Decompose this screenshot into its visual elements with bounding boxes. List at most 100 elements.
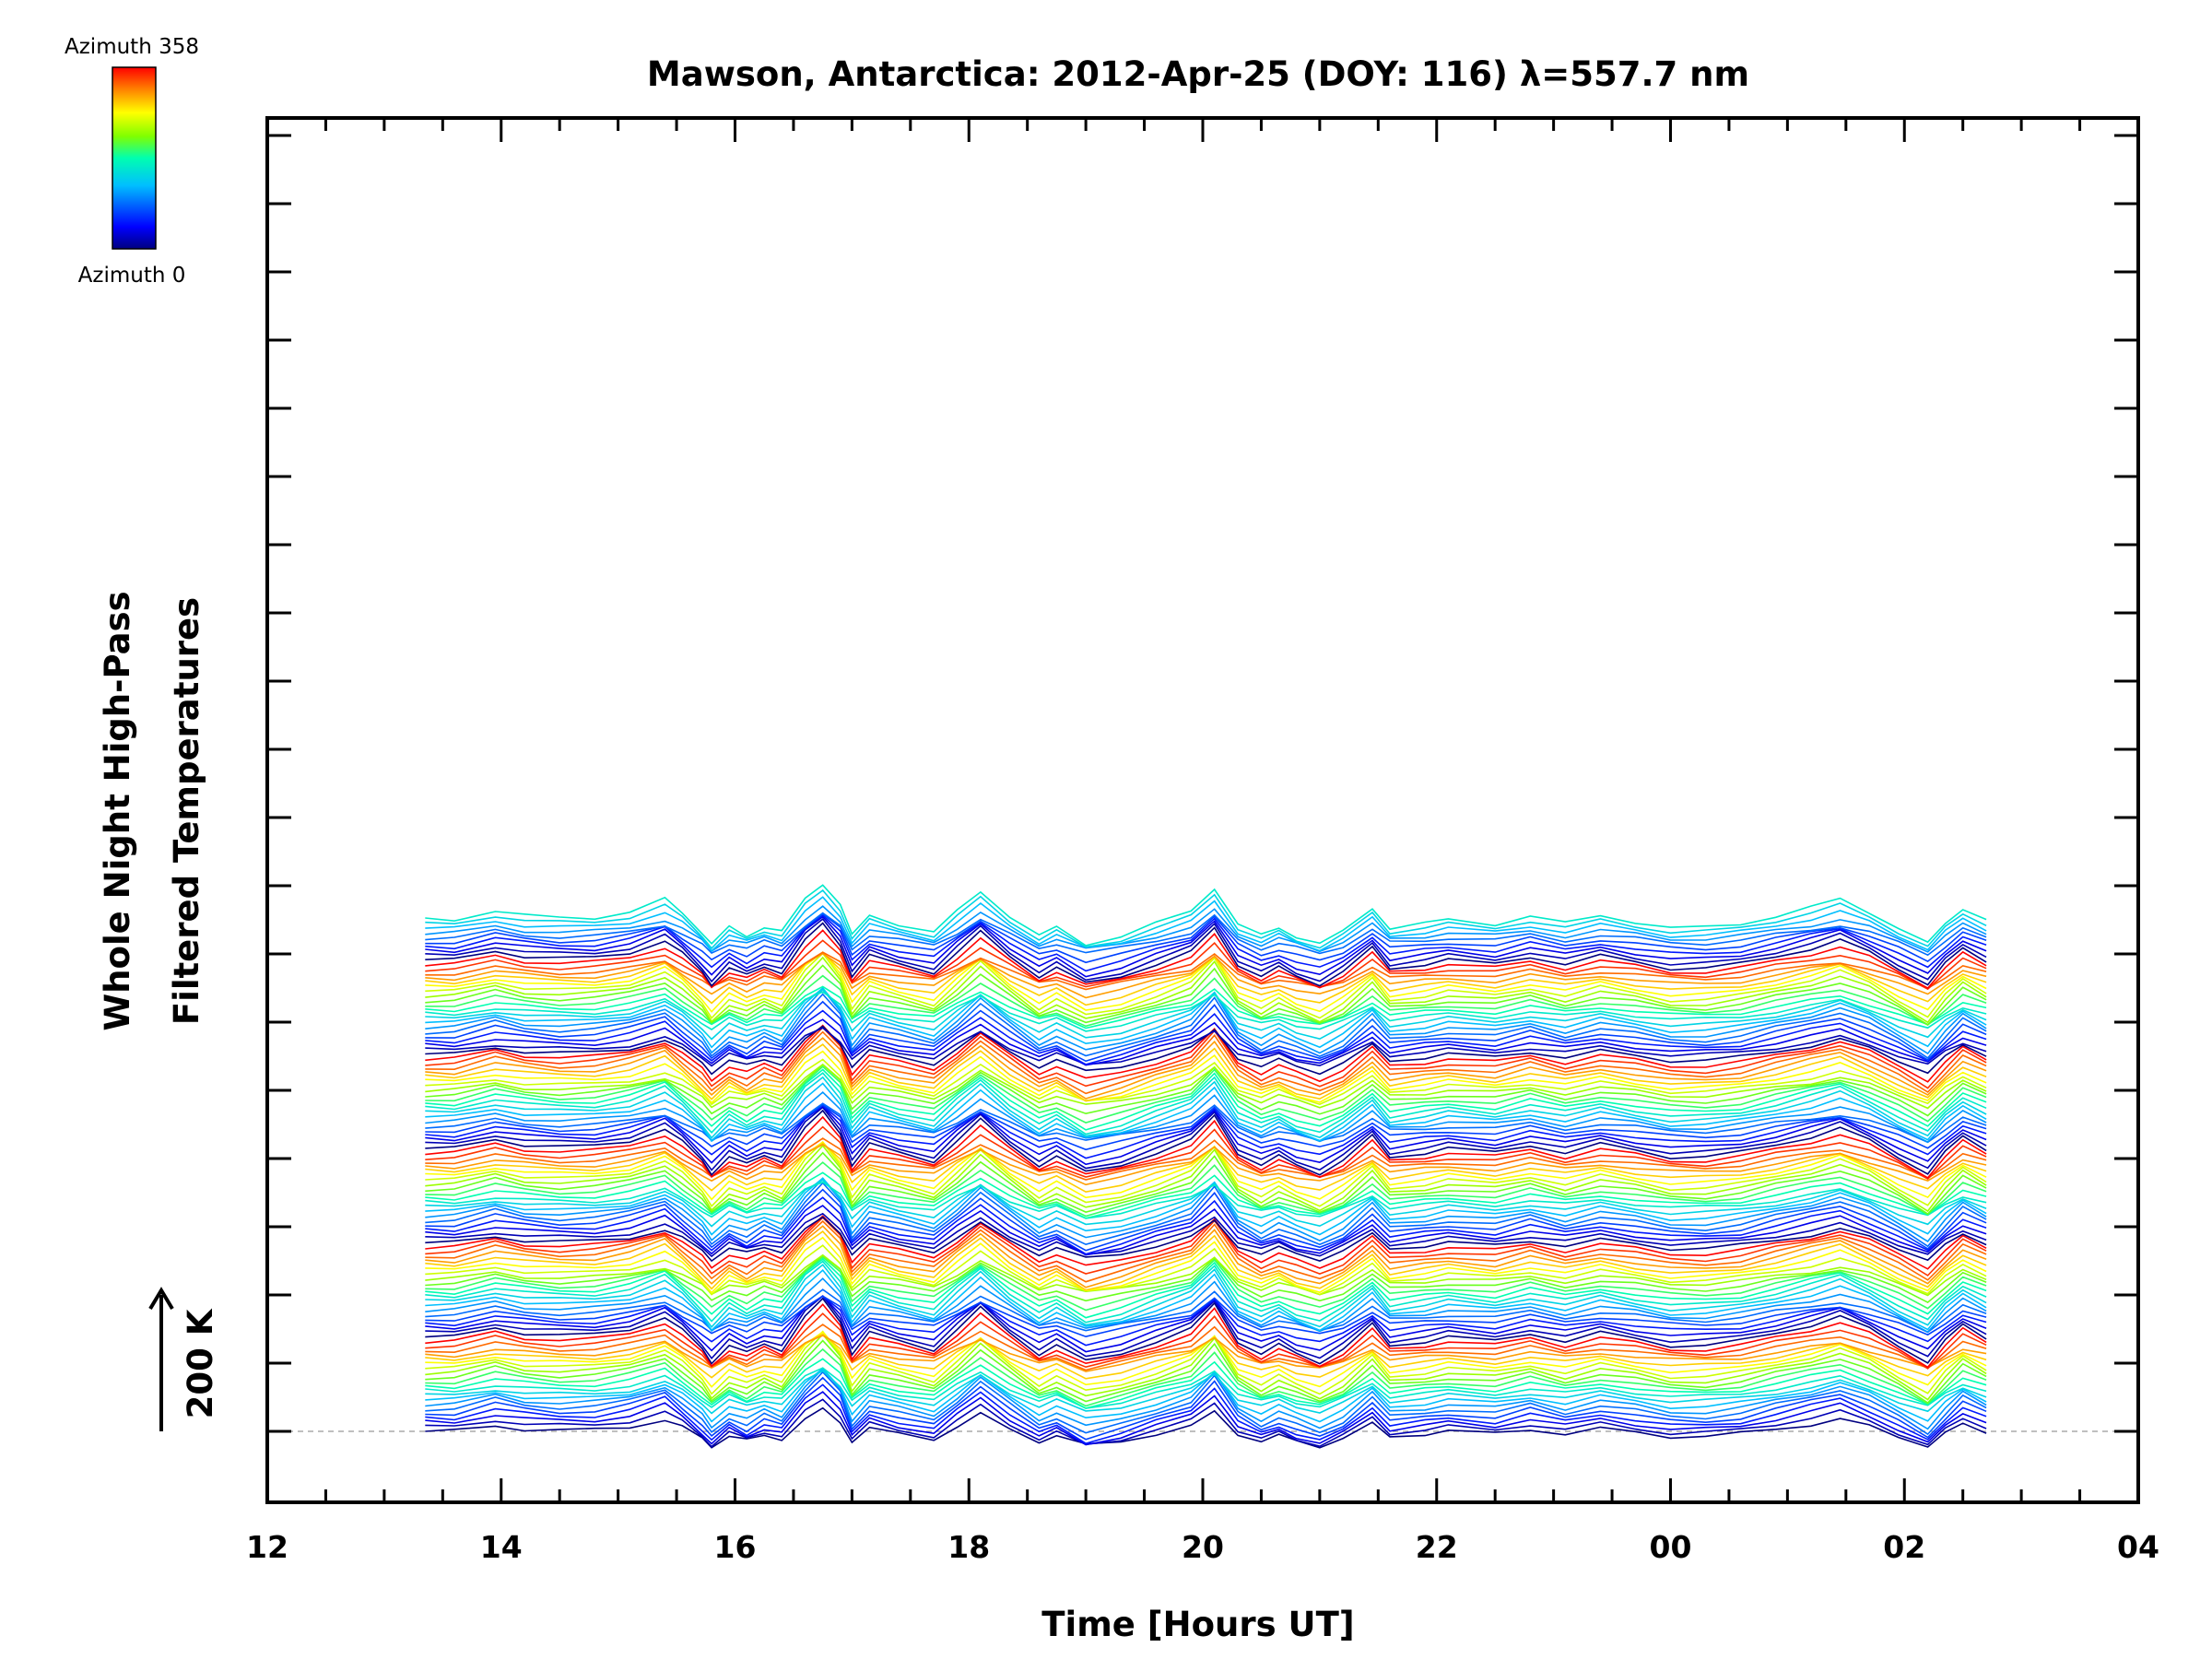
- series-line: [425, 956, 1987, 1024]
- series-line: [425, 1264, 1987, 1329]
- scale-arrow: [148, 1287, 174, 1431]
- series-line: [425, 1230, 1987, 1291]
- series-line: [425, 1295, 1987, 1360]
- series-line: [425, 1330, 1987, 1395]
- colorbar: [112, 66, 157, 250]
- series-line: [425, 1358, 1987, 1409]
- x-tick-label: 20: [1182, 1529, 1224, 1565]
- series-line: [425, 1236, 1987, 1294]
- series-line: [425, 964, 1987, 1026]
- series-line: [425, 1064, 1987, 1117]
- series-line: [425, 1371, 1987, 1436]
- series-line: [425, 1383, 1987, 1444]
- series-line: [425, 1295, 1987, 1353]
- series-line: [425, 1258, 1987, 1319]
- x-tick-label: 12: [246, 1529, 288, 1565]
- series-line: [425, 1255, 1987, 1312]
- x-axis-label: Time [Hours UT]: [1041, 1605, 1354, 1644]
- colorbar-bottom-label: Azimuth 0: [78, 264, 186, 288]
- series-line: [425, 1333, 1987, 1401]
- series-line: [425, 1065, 1987, 1124]
- series-line: [425, 1391, 1987, 1446]
- series-line: [425, 1347, 1987, 1407]
- scale-label: 200 K: [181, 1308, 220, 1418]
- series-line: [425, 1030, 1987, 1095]
- series-line: [425, 917, 1987, 983]
- series-line: [425, 985, 1987, 1030]
- series-line: [425, 1103, 1987, 1151]
- series-line: [425, 991, 1987, 1032]
- series-line: [425, 1216, 1987, 1277]
- series-line: [425, 1109, 1987, 1176]
- series-line: [425, 1018, 1987, 1066]
- series-line: [425, 988, 1987, 1041]
- series-line: [425, 1106, 1987, 1171]
- series-line: [425, 1063, 1987, 1110]
- series-line: [425, 1216, 1987, 1263]
- series-line: [425, 1254, 1987, 1304]
- series-line: [425, 1324, 1987, 1371]
- series-line: [425, 1058, 1987, 1106]
- series-line: [425, 1177, 1987, 1236]
- series-line: [425, 1367, 1987, 1409]
- series-line: [425, 951, 1987, 1006]
- x-tick-label: 22: [1416, 1529, 1458, 1565]
- series-line: [425, 888, 1987, 950]
- x-tick-label: 04: [2117, 1529, 2159, 1565]
- series-line: [425, 912, 1987, 957]
- series-line: [425, 922, 1987, 987]
- series-line: [425, 914, 1987, 972]
- series-line: [425, 896, 1987, 952]
- y-ticks: [267, 134, 2138, 1433]
- x-tick-label: 02: [1883, 1529, 1925, 1565]
- series-line: [425, 1312, 1987, 1370]
- series-line: [425, 1025, 1987, 1076]
- series-line: [425, 1105, 1987, 1166]
- series-line: [425, 1335, 1987, 1372]
- series-line: [425, 1295, 1987, 1338]
- y-axis-label-line2: Filtered Temperatures: [167, 597, 206, 1025]
- colorbar-top-label: Azimuth 358: [65, 35, 199, 59]
- series-line: [425, 1268, 1987, 1332]
- x-ticks: [265, 118, 2140, 1502]
- plot-frame: [265, 116, 2140, 1504]
- series-line: [425, 1082, 1987, 1142]
- series-line: [425, 1297, 1987, 1365]
- series-line: [425, 1072, 1987, 1135]
- series-line: [425, 1027, 1987, 1067]
- series-line: [425, 1179, 1987, 1228]
- x-tick-label: 14: [480, 1529, 523, 1565]
- x-tick-label: 00: [1650, 1529, 1692, 1565]
- series-line: [425, 1367, 1987, 1423]
- series-line: [425, 1161, 1987, 1218]
- series-line: [425, 993, 1987, 1059]
- series-line: [425, 912, 1987, 964]
- series-line: [425, 1177, 1987, 1242]
- series-group: [425, 884, 1987, 1449]
- series-line: [425, 1050, 1987, 1104]
- series-line: [425, 1339, 1987, 1405]
- series-line: [425, 1043, 1987, 1102]
- chart-title: Mawson, Antarctica: 2012-Apr-25 (DOY: 11…: [647, 54, 1749, 94]
- series-line: [425, 1171, 1987, 1219]
- series-line: [425, 1295, 1987, 1347]
- series-line: [425, 1009, 1987, 1065]
- series-line: [425, 1303, 1987, 1369]
- y-axis-label-line1: Whole Night High-Pass: [98, 591, 137, 1030]
- series-line: [425, 1376, 1987, 1441]
- series-line: [425, 1205, 1987, 1256]
- series-line: [425, 1143, 1987, 1186]
- series-line: [425, 1068, 1987, 1131]
- series-line: [425, 1215, 1987, 1270]
- series-line: [425, 986, 1987, 1049]
- series-line: [425, 1196, 1987, 1255]
- series-line: [425, 884, 1987, 947]
- series-line: [425, 1151, 1987, 1216]
- series-line: [425, 1225, 1987, 1288]
- series-line: [425, 988, 1987, 1055]
- series-line: [425, 1141, 1987, 1207]
- series-line: [425, 1104, 1987, 1159]
- series-line: [425, 1182, 1987, 1248]
- series-line: [425, 1398, 1987, 1448]
- series-line: [425, 1219, 1987, 1283]
